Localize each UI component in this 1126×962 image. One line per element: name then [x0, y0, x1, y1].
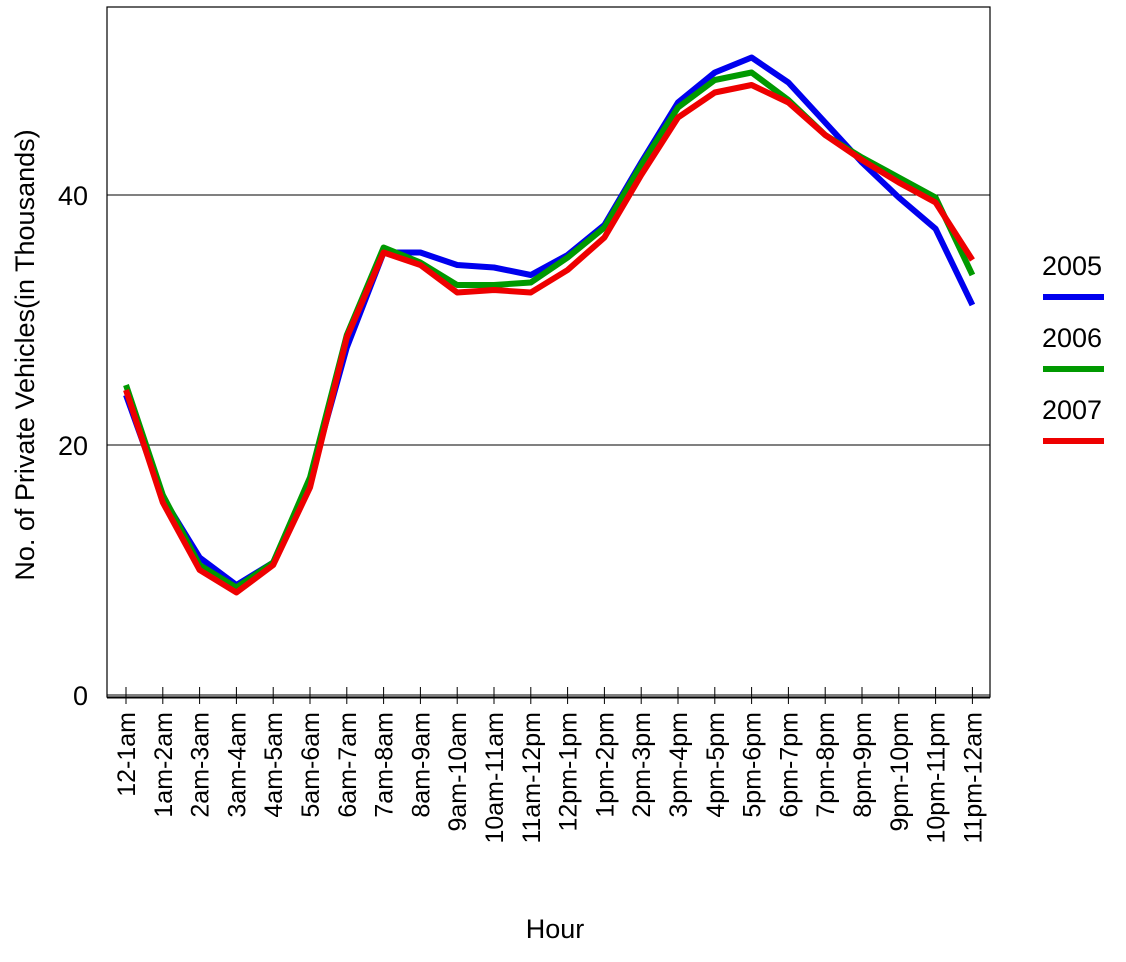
x-tick-label: 10am-11am: [481, 712, 509, 844]
y-tick-label: 40: [58, 181, 88, 211]
gridlines: [107, 194, 990, 446]
x-tick-label: 12-1am: [113, 712, 141, 797]
x-tick-label: 6pm-7pm: [775, 712, 803, 818]
x-tick-label: 2pm-3pm: [628, 712, 656, 818]
x-tick-label: 7am-8am: [371, 712, 399, 818]
x-tick-label: 12pm-1pm: [555, 712, 583, 832]
x-tick-label: 5am-6am: [297, 712, 325, 818]
x-tick-label: 4pm-5pm: [702, 712, 730, 818]
x-tick-label: 10pm-11pm: [923, 712, 951, 844]
x-tick-label: 4am-5am: [260, 712, 288, 818]
x-axis-title: Hour: [526, 914, 585, 944]
x-tick-label: 7pm-8pm: [812, 712, 840, 818]
series-line-2005: [123, 54, 976, 588]
x-tick-label: 1pm-2pm: [591, 712, 619, 818]
series-lines: [123, 54, 976, 596]
legend-label-2005: 2005: [1042, 251, 1102, 281]
x-tick-label: 8pm-9pm: [849, 712, 877, 818]
y-tick-label: 20: [58, 431, 88, 461]
y-axis-title: No. of Private Vehicles(in Thousands): [10, 129, 40, 580]
x-tick-label: 11am-12pm: [518, 712, 546, 844]
x-tick-label: 6am-7am: [334, 712, 362, 818]
x-tick-label: 1am-2am: [150, 712, 178, 818]
legend-label-2006: 2006: [1042, 323, 1102, 353]
x-tick-label: 5pm-6pm: [739, 712, 767, 818]
axes: 0 20 40 12-1am 1am-2am 2am-3am 3am-4am 4am-5am 5…: [58, 181, 990, 844]
x-tick-label: 9pm-10pm: [886, 712, 914, 832]
legend: 2005 2006 2007: [1042, 251, 1104, 444]
plot-area-frame: [106, 6, 991, 698]
x-tick-label: 8am-9am: [407, 712, 435, 818]
legend-label-2007: 2007: [1042, 395, 1102, 425]
series-line-2007: [123, 82, 975, 596]
x-tick-label: 2am-3am: [187, 712, 215, 818]
x-tick-label: 3pm-4pm: [665, 712, 693, 818]
x-tick-label: 11pm-12am: [959, 712, 987, 844]
x-tick-label: 9am-10am: [444, 712, 472, 832]
y-tick-label: 0: [73, 681, 88, 711]
x-tick-label: 3am-4am: [223, 712, 251, 818]
